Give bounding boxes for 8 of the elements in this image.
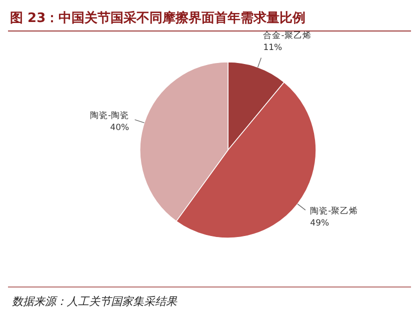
slice-label: 陶瓷-陶瓷 — [90, 110, 130, 121]
data-label: 11% — [263, 43, 282, 54]
slice-label: 陶瓷-聚乙烯 — [310, 206, 358, 217]
source-note: 数据来源：人工关节国家集采结果 — [12, 295, 178, 308]
chart-title: 图 23：中国关节国采不同摩擦界面首年需求量比例 — [10, 10, 306, 26]
slice-label: 合金-聚乙烯 — [263, 30, 312, 42]
data-label: 40% — [110, 122, 130, 133]
data-label: 49% — [310, 218, 330, 229]
